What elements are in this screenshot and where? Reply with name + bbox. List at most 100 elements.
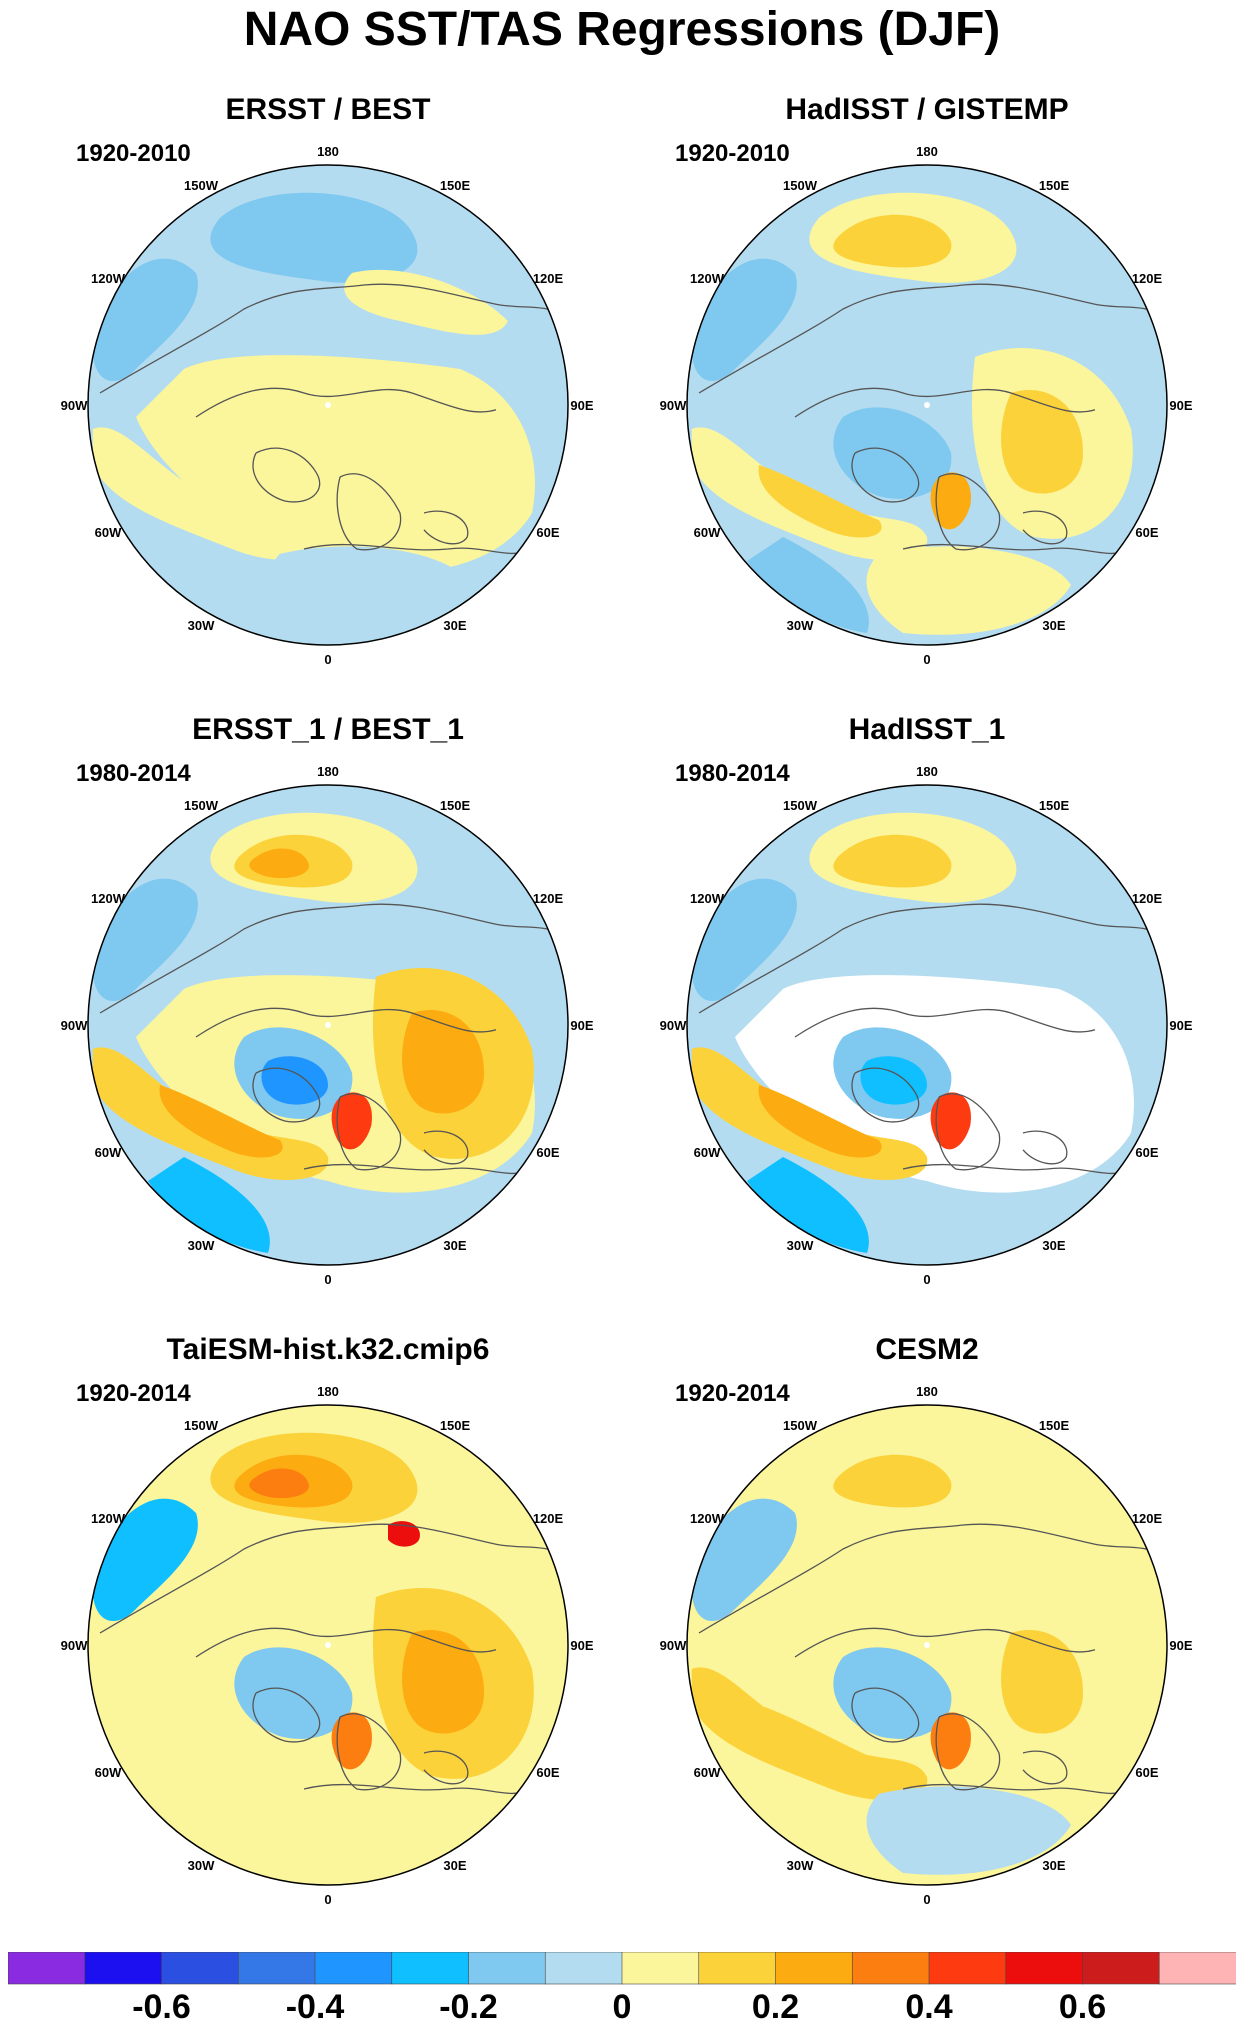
longitude-label: 90E [570, 398, 593, 413]
coastline [336, 473, 402, 551]
field-contour [159, 1085, 283, 1158]
longitude-label: 30E [1042, 1238, 1065, 1253]
field-contour [930, 1092, 971, 1150]
field-contour [402, 1629, 484, 1734]
coastline [1022, 1750, 1068, 1785]
coastlines [698, 1523, 1161, 1795]
longitude-label: 60W [694, 525, 721, 540]
coastline [423, 1750, 469, 1785]
panel-period: 1980-2014 [76, 760, 191, 787]
longitude-label: 180 [317, 144, 339, 159]
coastline [851, 447, 920, 503]
panel-period: 1920-2010 [675, 140, 790, 167]
longitude-label: 60E [536, 1145, 559, 1160]
map-border [87, 784, 569, 1266]
field-contour [402, 1009, 484, 1114]
longitude-label: 120E [1132, 891, 1163, 906]
colorbar-tick-label: 0.2 [751, 1988, 800, 2026]
longitude-label: 150W [783, 798, 818, 813]
colorbar-tick-label: 0.4 [905, 1988, 953, 2026]
field-contour [234, 1647, 353, 1739]
longitude-label: 30W [188, 618, 215, 633]
coastline [902, 1783, 1132, 1795]
panel-period: 1920-2010 [76, 140, 191, 167]
coastline [794, 1007, 1096, 1038]
longitude-label: 0 [324, 652, 331, 667]
field-contour [92, 878, 198, 1001]
colorbar-tick-label: -0.2 [439, 1988, 498, 2026]
longitude-label: 60W [95, 1145, 122, 1160]
field-contour [1001, 1629, 1083, 1734]
longitude-label: 120W [690, 891, 725, 906]
longitude-label: 30W [787, 618, 814, 633]
coastline [195, 1007, 497, 1038]
field-contour [267, 546, 472, 635]
map-border [87, 164, 569, 646]
map-border [686, 784, 1168, 1266]
colorbar-swatch [1082, 1952, 1161, 1985]
longitude-label: 180 [317, 764, 339, 779]
pole-marker [325, 1642, 331, 1648]
field-contour [930, 1712, 971, 1770]
longitude-label: 90W [660, 1638, 687, 1653]
coastline [195, 387, 497, 418]
coastline [336, 1093, 402, 1171]
coastline [99, 283, 562, 394]
longitude-label: 30E [1042, 1858, 1065, 1873]
longitude-label: 90E [1169, 398, 1192, 413]
coastline [851, 1687, 920, 1743]
coastline [698, 1523, 1161, 1634]
longitude-label: 120E [533, 1511, 564, 1526]
pole-marker [924, 1022, 930, 1028]
field-contour [92, 427, 329, 560]
longitude-label: 0 [923, 1272, 930, 1287]
field-contour [1001, 389, 1083, 494]
field-contour [331, 1712, 372, 1770]
coastline [336, 1713, 402, 1791]
figure-title: NAO SST/TAS Regressions (DJF) [243, 3, 1001, 56]
field-contour [833, 1454, 952, 1508]
polar-map: 180 150E 120E 90E 60E 30E 0 30W 60W 90W 120W 150W [660, 764, 1193, 1287]
longitude-label: 0 [324, 1272, 331, 1287]
longitude-label: 120W [690, 271, 725, 286]
colorbar-tick-label: -0.4 [285, 1988, 345, 2026]
longitude-label: 150E [440, 798, 471, 813]
coastline [698, 283, 1161, 394]
longitude-label: 150W [783, 1418, 818, 1433]
panel-period: 1920-2014 [675, 1380, 790, 1407]
polar-map: 180 150E 120E 90E 60E 30E 0 30W 60W 90W 120W 150W [660, 1384, 1193, 1907]
longitude-label: 30W [787, 1858, 814, 1873]
longitude-label: 120E [1132, 1511, 1163, 1526]
field-layer [687, 1405, 1167, 1885]
colorbar-tick-label: 0.6 [1058, 1988, 1107, 2026]
colorbar-swatch [391, 1952, 470, 1985]
field-layer [88, 785, 568, 1265]
longitude-label: 120W [91, 891, 126, 906]
colorbar-swatch [161, 1952, 240, 1985]
longitude-label: 90W [660, 1018, 687, 1033]
coastline [303, 1783, 533, 1795]
coastline [851, 1067, 920, 1123]
colorbar-tick-label: -0.6 [132, 1988, 191, 2026]
field-contour [92, 258, 198, 381]
pole-marker [325, 402, 331, 408]
coastline [195, 1627, 497, 1658]
colorbar-swatch [544, 1952, 623, 1985]
polar-map: 180 150E 120E 90E 60E 30E 0 30W 60W 90W 120W 150W [61, 1384, 594, 1907]
longitude-label: 30E [443, 618, 466, 633]
field-contour [758, 1085, 882, 1158]
coastlines [698, 283, 1161, 555]
longitude-label: 150E [1039, 178, 1070, 193]
map-panel-5: TaiESM-hist.k32.cmip6 1920-2014 180 150E 1… [48, 1330, 608, 1930]
field-contour [833, 214, 952, 268]
field-contour [148, 537, 270, 633]
map-border [686, 1404, 1168, 1886]
longitude-label: 120W [91, 1511, 126, 1526]
polar-map: 180 150E 120E 90E 60E 30E 0 30W 60W 90W 120W 150W [61, 764, 594, 1287]
field-layer [88, 1405, 568, 1885]
longitude-label: 180 [916, 144, 938, 159]
field-contour [747, 1157, 869, 1253]
longitude-label: 60E [1135, 1145, 1158, 1160]
field-contour [833, 1647, 952, 1739]
longitude-label: 150W [184, 1418, 219, 1433]
